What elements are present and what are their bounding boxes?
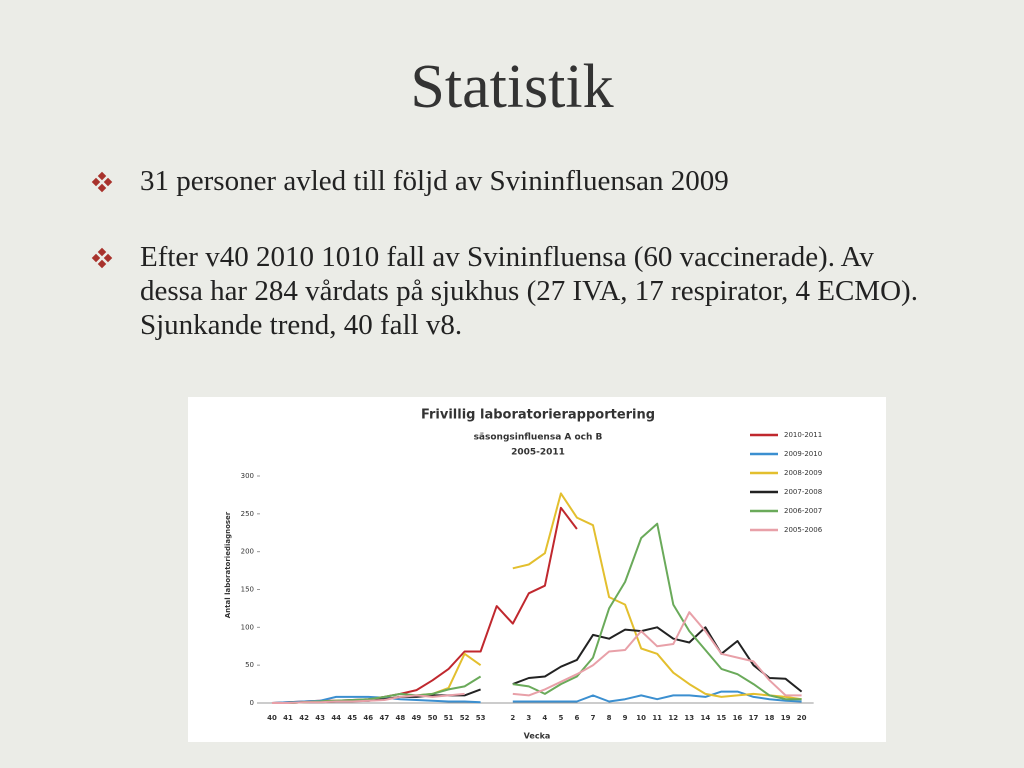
bullet-icon [91,171,113,193]
y-tick-label: 200 [241,548,254,556]
bullet-text: 31 personer avled till följd av Svininfl… [140,165,729,197]
bullet-icon [91,247,113,269]
x-tick-label: 40 [267,714,277,722]
x-tick-label: 19 [781,714,791,722]
x-tick-label: 51 [444,714,454,722]
x-tick-label: 42 [299,714,309,722]
series-line [272,522,802,704]
x-tick-label: 44 [331,714,341,722]
x-tick-label: 10 [636,714,646,722]
chart: Frivillig laboratorierapportering säsong… [188,397,886,742]
slide-title: Statistik [410,53,614,121]
chart-subtitle: säsongsinfluensa A och B [474,433,603,443]
series-line [271,506,578,704]
x-tick-label: 5 [558,714,563,722]
x-tick-label: 3 [526,714,531,722]
series-line [272,611,802,704]
x-tick-label: 17 [749,714,759,722]
series-line [272,492,802,704]
x-tick-label: 7 [591,714,596,722]
x-tick-label: 18 [765,714,775,722]
x-tick-label: 52 [460,714,470,722]
y-tick-label: 300 [241,472,254,480]
legend-label: 2006-2007 [784,507,822,515]
x-tick-label: 14 [700,714,710,722]
legend-label: 2009-2010 [784,450,822,458]
x-tick-label: 53 [476,714,486,722]
x-tick-label: 49 [412,714,422,722]
x-tick-label: 15 [717,714,727,722]
legend-label: 2008-2009 [784,469,822,477]
x-tick-label: 46 [363,714,373,722]
x-tick-label: 45 [347,714,357,722]
x-tick-label: 48 [396,714,406,722]
y-tick-label: 100 [241,623,254,631]
x-tick-label: 41 [283,714,293,722]
x-tick-label: 8 [607,714,612,722]
x-tick-label: 2 [510,714,515,722]
legend-label: 2005-2006 [784,526,823,534]
y-axis-title: Antal laboratoriediagnoser [224,511,232,618]
legend-label: 2010-2011 [784,431,822,439]
chart-title: Frivillig laboratorierapportering [421,408,655,423]
x-tick-label: 4 [542,714,547,722]
x-tick-label: 16 [733,714,743,722]
x-tick-label: 12 [668,714,678,722]
bullet-text: Efter v40 2010 1010 fall av Svininfluens… [140,241,918,341]
x-tick-label: 11 [652,714,662,722]
x-tick-label: 50 [428,714,438,722]
x-tick-label: 47 [379,714,389,722]
x-tick-label: 43 [315,714,325,722]
x-tick-label: 9 [623,714,628,722]
x-tick-label: 20 [797,714,807,722]
x-axis-title: Vecka [524,732,551,741]
y-tick-label: 0 [250,699,254,707]
y-tick-label: 50 [245,661,254,669]
legend-label: 2007-2008 [784,488,822,496]
chart-period: 2005-2011 [511,448,565,458]
x-tick-label: 13 [684,714,694,722]
y-tick-label: 250 [241,510,254,518]
x-tick-label: 6 [575,714,580,722]
y-tick-label: 150 [241,586,254,594]
